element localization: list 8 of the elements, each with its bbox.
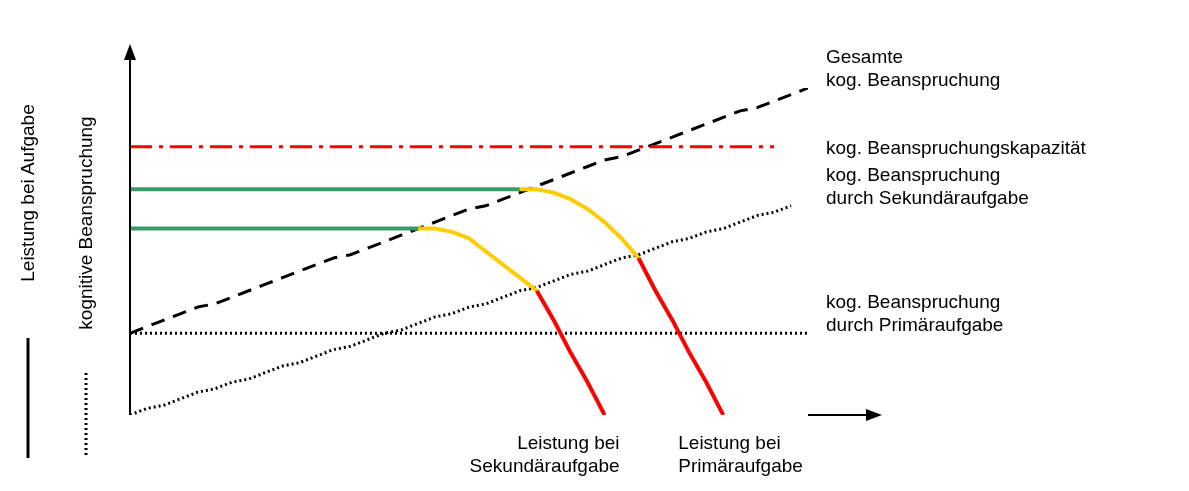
text: kognitive Beanspruchung bbox=[75, 116, 96, 330]
y-axis-title: Leistung bei Aufgabe bbox=[17, 104, 38, 282]
series-label: kog. Beanspruchung durch Sekundäraufgabe bbox=[826, 163, 1029, 208]
text: Leistung bei Primäraufgabe bbox=[678, 432, 803, 476]
text: kog. Beanspruchungskapazität bbox=[826, 136, 1087, 158]
series-label: Gesamte kog. Beanspruchung bbox=[826, 46, 1001, 90]
text: Leistung bei Sekundäraufgabe bbox=[469, 432, 620, 476]
series-label: kog. Beanspruchung durch Primäraufgabe bbox=[826, 291, 1004, 336]
